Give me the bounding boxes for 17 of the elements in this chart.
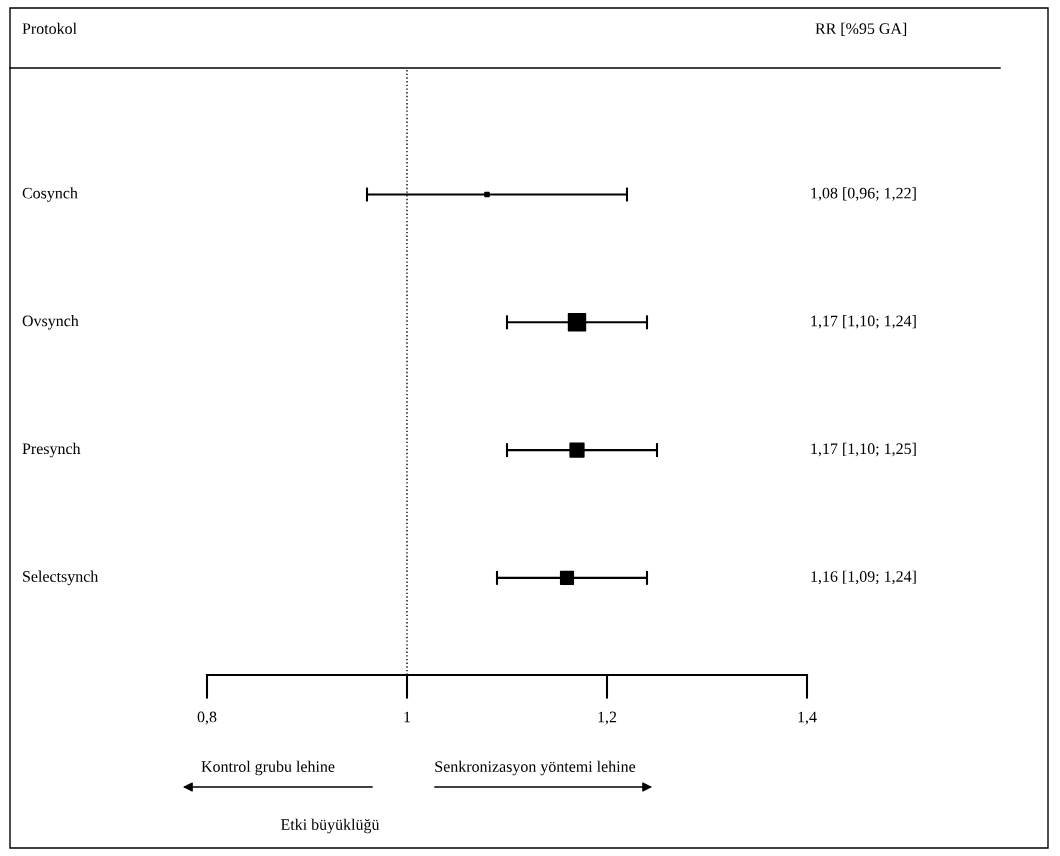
x-tick-label: 1,2	[598, 711, 617, 725]
y-axis-title: Protokol	[22, 22, 77, 34]
text: Senkronizasyon yöntemi lehine	[435, 760, 636, 776]
y-tick-label: Ovsynch	[22, 315, 79, 330]
y-tick-label: Cosynch	[22, 187, 78, 202]
data-label: 1,17 [1,10; 1,24]	[811, 315, 916, 329]
text: Kontrol grubu lehine	[201, 760, 335, 776]
data-label: 1,16 [1,09; 1,24]	[811, 570, 916, 585]
x-tick-label: 1,4	[798, 711, 817, 725]
y-tick-label: Presynch	[22, 442, 81, 458]
y-tick-label: Selectsynch	[23, 570, 99, 586]
data-label: 1,17 [1,10; 1,25]	[811, 442, 916, 457]
text: Etki büyüklüğü	[280, 818, 380, 834]
text: RR [%95 GA]	[815, 22, 907, 36]
x-tick-label: 1	[404, 711, 411, 723]
data-label: 1,08 [0,96; 1,22]	[811, 187, 916, 201]
x-tick-label: 0,8	[197, 711, 217, 725]
